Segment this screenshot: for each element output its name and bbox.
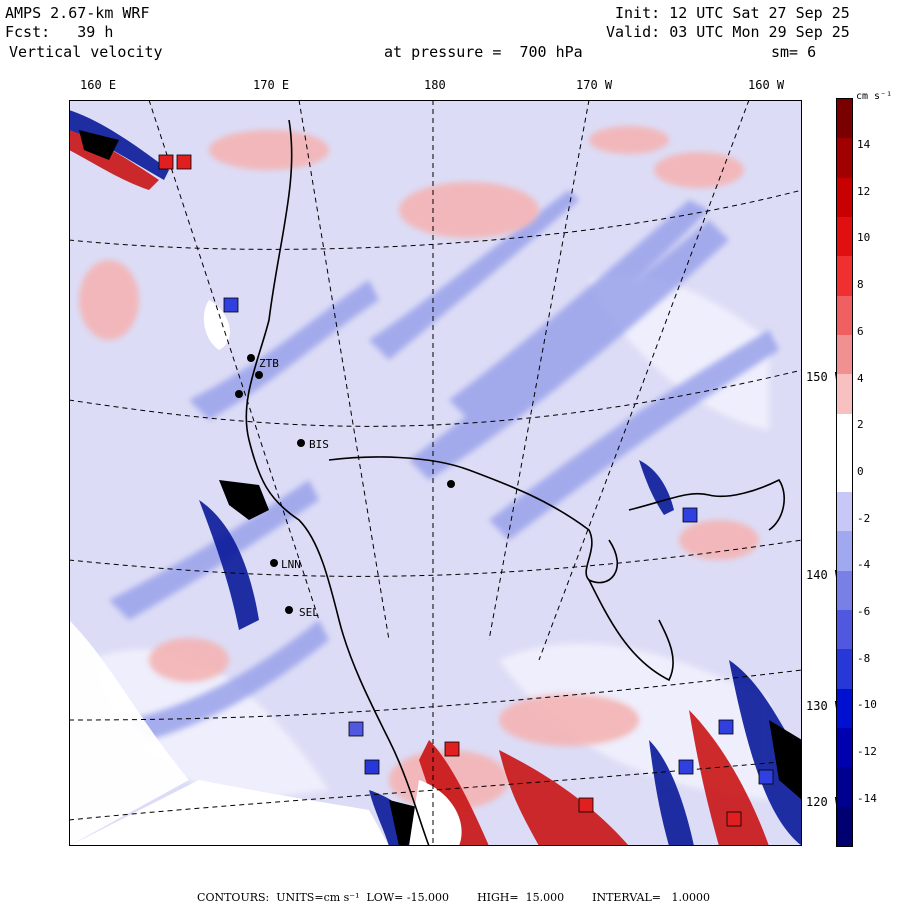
station-markers [235,354,455,614]
colorbar-swatch [837,295,852,335]
intense-downdraft-regions [69,110,802,846]
contour-units-low: CONTOURS: UNITS=cm s⁻¹ LOW= -15.000 [197,891,450,904]
lon-label: 160 E [80,78,117,92]
colorbar-tick-label: 12 [857,184,871,198]
below-ground-regions [69,300,462,846]
colorbar-swatch [837,728,852,768]
contour-info: CONTOURS: UNITS=cm s⁻¹ LOW= -15.000 HIGH=… [0,878,900,904]
colorbar-tick-label: 14 [857,138,871,151]
contour-value-boxes [158,154,774,827]
model-title: AMPS 2.67-km WRF [5,4,150,22]
colorbar-swatch [837,492,852,532]
intense-updraft-regions [69,130,769,846]
colorbar-units: cm s⁻¹ [856,91,893,102]
colorbar-tick-label: -6 [857,605,871,618]
colorbar-swatch [837,256,852,296]
colorbar-swatch [837,806,852,846]
lon-label: 180 [424,78,446,92]
smoothing-value: sm= 6 [771,43,817,61]
map-frame [69,100,802,846]
station-label: ZTB [259,357,279,370]
colorbar-swatch [837,649,852,689]
blue-bands [109,190,779,740]
field-name: Vertical velocity [9,43,163,61]
lon-label: 170 W [576,78,613,92]
colorbar-tick-label: 0 [857,464,864,478]
init-time: Init: 12 UTC Sat 27 Sep 25 [615,4,850,22]
colorbar-swatch [837,413,852,453]
coastline [245,119,785,846]
colorbar-tick-label: -14 [857,791,877,805]
colorbar-swatch [837,334,852,375]
station-label: SEL [299,606,319,619]
colorbar-tick-label: 10 [857,231,871,245]
colorbar-tick-label: 4 [857,371,864,385]
colorbar-swatch [837,216,852,257]
colorbar-tick-label: 6 [857,324,864,338]
lon-label: 160 W [748,78,785,92]
colorbar-swatch [837,531,852,571]
colorbar-swatch [837,688,852,728]
colorbar-swatch [837,99,852,139]
colorbar-tick-label: -4 [857,558,871,572]
graticule [69,100,802,846]
colorbar [836,98,853,847]
colorbar-swatch [837,177,852,217]
colorbar-tick-label: -10 [857,698,877,712]
colorbar-tick-label: -12 [857,745,877,759]
vertical-velocity-map: ZTB BIS LNN SEL [69,100,802,846]
colorbar-swatch [837,138,852,178]
contour-high: HIGH= 15.000 [477,891,565,904]
colorbar-tick-label: 8 [857,278,864,292]
lon-label: 170 E [253,78,290,92]
forecast-hour: Fcst: 39 h [5,23,114,41]
colorbar-swatch [837,570,852,611]
colorbar-swatch [837,374,852,414]
pressure-level: at pressure = 700 hPa [384,43,583,61]
colorbar-tick-label: -8 [857,651,871,665]
colorbar-tick-label: -2 [857,511,871,525]
colorbar-swatch [837,452,852,493]
station-label: BIS [309,438,329,451]
colorbar-swatch [837,767,852,807]
valid-time: Valid: 03 UTC Mon 29 Sep 25 [606,23,850,41]
colorbar-swatch [837,610,852,650]
station-label: LNN [281,558,301,571]
colorbar-tick-label: 2 [857,418,864,432]
pink-regions [79,126,759,810]
contour-interval: INTERVAL= 1.0000 [592,891,710,904]
